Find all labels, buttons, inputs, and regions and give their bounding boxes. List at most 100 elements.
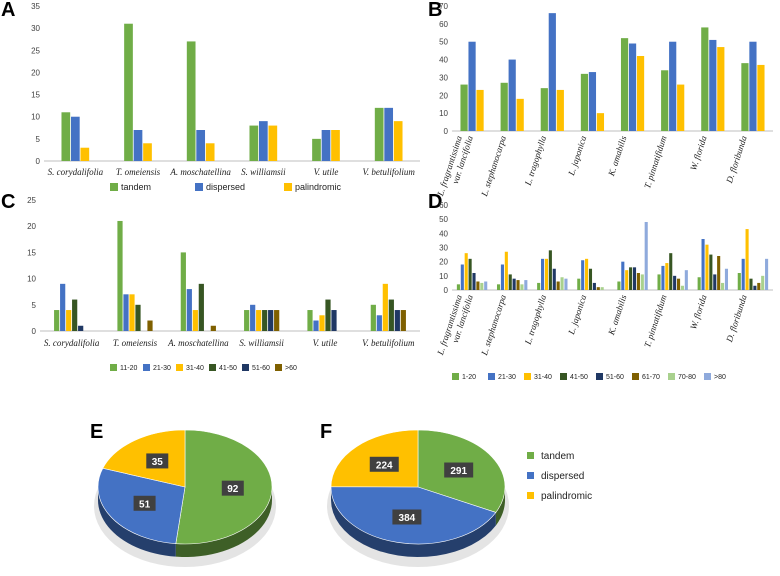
bar-51-60-v-betulifolium bbox=[394, 310, 400, 331]
x-category-label: W. florida bbox=[688, 134, 709, 171]
bar-51-60-l-japonica bbox=[592, 282, 596, 290]
bar-41-50-d-floribunda bbox=[749, 278, 753, 290]
x-category-label: L. stephanocarpa bbox=[479, 293, 508, 357]
y-tick-label: 30 bbox=[439, 244, 448, 253]
y-tick-label: 60 bbox=[439, 201, 448, 210]
y-tick-label: 40 bbox=[439, 229, 448, 238]
y-tick-label: 20 bbox=[31, 68, 40, 77]
bar-51-60-l-fragrantissima-var-lancifolia bbox=[472, 273, 476, 290]
bar-31-40-w-florida bbox=[705, 244, 709, 290]
bar-41-50-t-pinnatifidum bbox=[669, 253, 673, 290]
bar-tandem-a-moschatellina bbox=[186, 41, 196, 161]
bar-51-60-l-stephanocarpa bbox=[512, 278, 516, 290]
bar-dispersed-d-floribunda bbox=[749, 41, 757, 131]
bar-60-v-betulifolium bbox=[400, 310, 406, 331]
x-category-label: V. utile bbox=[313, 338, 338, 348]
bar-21-30-l-fragrantissima-var-lancifolia bbox=[460, 264, 464, 290]
bar-21-30-t-pinnatifidum bbox=[661, 265, 665, 290]
bar-tandem-v-betulifolium bbox=[374, 107, 384, 161]
pie-value-label-palindromic: 35 bbox=[152, 457, 164, 468]
legend-swatch-31-40 bbox=[176, 364, 183, 371]
bar-61-70-l-fragrantissima-var-lancifolia bbox=[476, 281, 480, 290]
bar-tandem-t-pinnatifidum bbox=[661, 70, 669, 131]
panel-label-d: D bbox=[428, 191, 442, 213]
panel-label-f: F bbox=[320, 421, 332, 443]
bar-70-80-l-japonica bbox=[600, 287, 604, 290]
pie-side-dispersed bbox=[98, 487, 176, 557]
bar-61-70-l-stephanocarpa bbox=[516, 280, 520, 290]
y-tick-label: 40 bbox=[439, 56, 448, 65]
legend-label-80: >80 bbox=[714, 374, 726, 381]
pie-value-box-palindromic bbox=[146, 453, 169, 469]
bar-61-70-d-floribunda bbox=[757, 282, 761, 290]
bar-70-80-d-floribunda bbox=[761, 275, 765, 290]
bar-41-50-t-omeiensis bbox=[135, 304, 141, 331]
bar-11-20-s-corydalifolia bbox=[54, 310, 60, 331]
x-category-label: S. corydalifolia bbox=[48, 167, 104, 177]
bar-dispersed-l-tragophylla bbox=[548, 13, 556, 131]
y-tick-label: 25 bbox=[27, 196, 36, 205]
panel-label-e: E bbox=[90, 421, 103, 443]
x-category-label: T. omeiensis bbox=[113, 338, 158, 348]
y-tick-label: 5 bbox=[32, 301, 37, 310]
bar-31-40-d-floribunda bbox=[745, 229, 749, 290]
bar-21-30-w-florida bbox=[701, 239, 705, 290]
panel-label-a: A bbox=[1, 0, 15, 21]
pie-value-box-dispersed bbox=[133, 495, 156, 511]
legend-swatch-tandem bbox=[110, 183, 118, 191]
y-tick-label: 20 bbox=[439, 258, 448, 267]
y-tick-label: 10 bbox=[439, 109, 448, 118]
legend-label-51-60: 51-60 bbox=[606, 374, 624, 381]
bar-60-t-omeiensis bbox=[147, 320, 153, 331]
bar-31-40-a-moschatellina bbox=[192, 310, 198, 331]
x-category-label: V. utile bbox=[314, 167, 339, 177]
y-tick-label: 15 bbox=[31, 91, 40, 100]
y-tick-label: 10 bbox=[31, 113, 40, 122]
bar-41-50-l-tragophylla bbox=[548, 250, 552, 290]
bar-61-70-l-tragophylla bbox=[556, 281, 560, 290]
bar-31-40-l-japonica bbox=[585, 258, 589, 290]
y-tick-label: 15 bbox=[27, 248, 36, 257]
legend-label-21-30: 21-30 bbox=[153, 365, 171, 372]
legend-label-41-50: 41-50 bbox=[570, 374, 588, 381]
x-category-label: L. stephanocarpa bbox=[479, 134, 508, 198]
bar-21-30-l-tragophylla bbox=[541, 258, 545, 290]
y-tick-label: 70 bbox=[439, 2, 448, 11]
y-tick-label: 0 bbox=[444, 127, 449, 136]
x-category-label: L. tragophylla bbox=[522, 293, 548, 346]
legend-label-51-60: 51-60 bbox=[252, 365, 270, 372]
bar-51-60-w-florida bbox=[713, 274, 717, 290]
legend-label-61-70: 61-70 bbox=[642, 374, 660, 381]
bar-11-20-t-omeiensis bbox=[117, 220, 123, 331]
legend-label-palindromic: palindromic bbox=[295, 182, 342, 192]
bar-palindromic-v-utile bbox=[331, 130, 340, 161]
legend-swatch-70-80 bbox=[668, 373, 675, 380]
x-category-label: K. amabilis bbox=[606, 134, 629, 178]
bar-61-70-t-pinnatifidum bbox=[676, 278, 681, 290]
bar-tandem-s-williamsii bbox=[249, 125, 259, 161]
bar-51-60-v-utile bbox=[331, 310, 337, 331]
bar-dispersed-s-williamsii bbox=[258, 121, 268, 161]
bar-21-30-l-stephanocarpa bbox=[500, 264, 504, 290]
bar-80-l-tragophylla bbox=[564, 278, 568, 290]
x-category-label: T. pinnatifidum bbox=[642, 134, 669, 190]
x-category-label: D. floribunda bbox=[724, 134, 749, 185]
pie-value-label-palindromic: 224 bbox=[376, 460, 393, 471]
bar-11-20-s-williamsii bbox=[244, 310, 250, 331]
bar-41-50-w-florida bbox=[709, 254, 713, 290]
legend-label-60: >60 bbox=[285, 365, 297, 372]
legend-swatch-61-70 bbox=[632, 373, 639, 380]
bar-51-60-d-floribunda bbox=[753, 285, 757, 290]
y-tick-label: 5 bbox=[36, 135, 41, 144]
bar-21-30-k-amabilis bbox=[621, 261, 625, 290]
bar-tandem-l-fragrantissima-var-lancifolia bbox=[460, 84, 468, 131]
pie-value-box-palindromic bbox=[369, 456, 399, 472]
x-category-label: L. japonica bbox=[566, 293, 589, 337]
legend-label-41-50: 41-50 bbox=[219, 365, 237, 372]
pie-side-tandem bbox=[175, 487, 272, 557]
bar-21-30-v-utile bbox=[313, 320, 319, 331]
bar-1-20-l-tragophylla bbox=[537, 282, 541, 290]
bar-tandem-d-floribunda bbox=[741, 63, 749, 132]
chart-f-pie: 291 384 224 tandem dispersed palindromic bbox=[327, 429, 592, 567]
